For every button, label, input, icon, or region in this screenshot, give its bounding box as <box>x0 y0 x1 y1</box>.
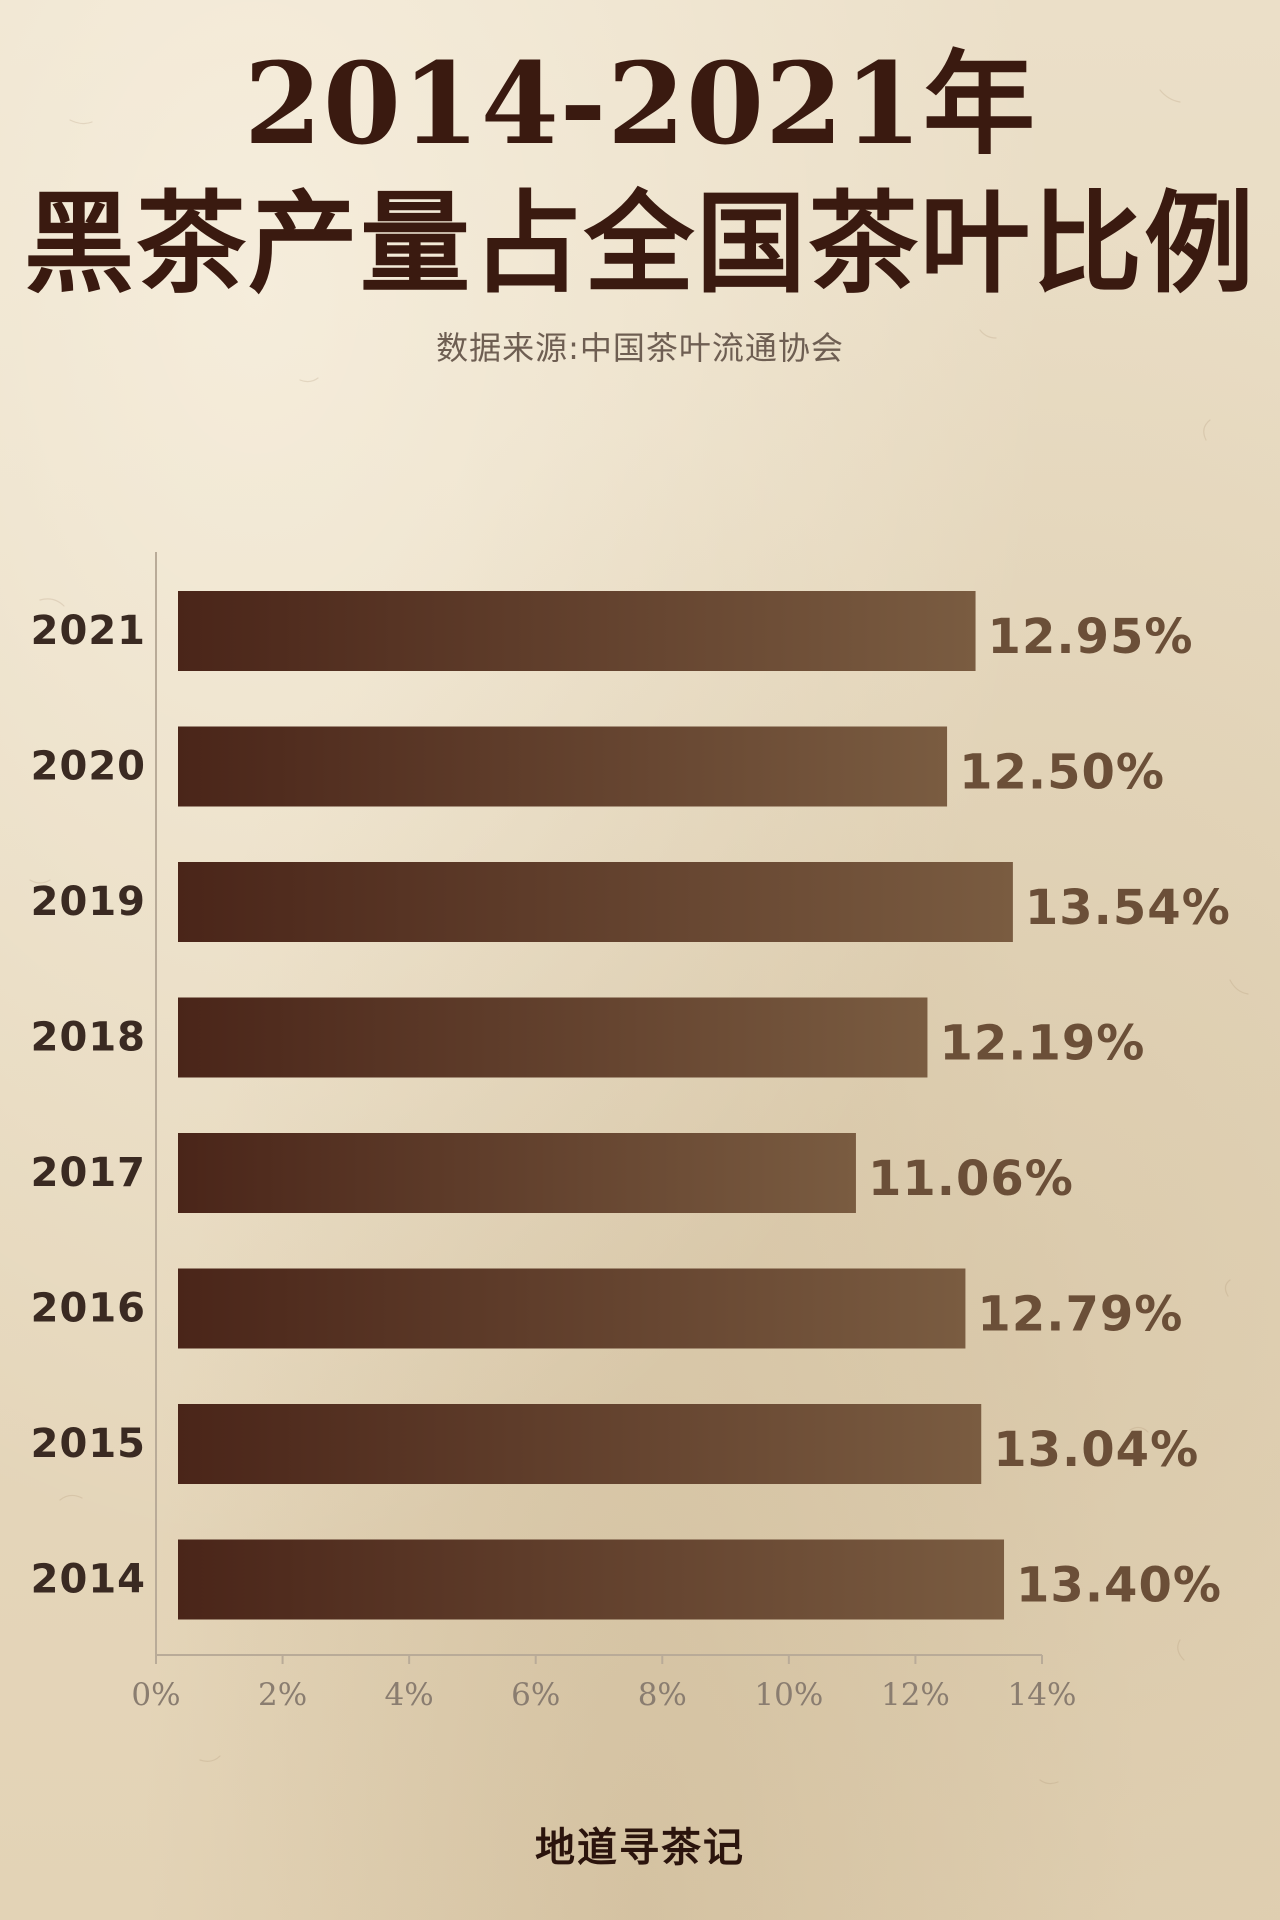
year-label-2016: 2016 <box>31 1286 146 1332</box>
bar-2018 <box>178 997 928 1078</box>
bar-2019 <box>178 862 1013 942</box>
year-label-2018: 2018 <box>31 1015 146 1061</box>
value-label-2017: 11.06% <box>868 1151 1074 1207</box>
value-label-2019: 13.54% <box>1025 880 1231 936</box>
bar-2021 <box>178 591 976 671</box>
x-tick-label: 14% <box>1008 1677 1077 1713</box>
bar-2017 <box>178 1133 856 1213</box>
bar-2014 <box>178 1539 1005 1620</box>
year-label-2019: 2019 <box>31 879 146 925</box>
x-tick-label: 6% <box>511 1677 560 1713</box>
value-label-2018: 12.19% <box>939 1016 1145 1072</box>
bar-2016 <box>178 1268 966 1349</box>
axes: 0% 2% 4% 6% 8% 10% 12% 14% <box>131 552 1076 1713</box>
x-tick-label: 0% <box>131 1677 180 1713</box>
title-line-2: 黑茶产量占全国茶叶比例 <box>24 179 1256 308</box>
year-label-2020: 2020 <box>31 744 146 790</box>
x-tick-label: 8% <box>638 1677 687 1713</box>
data-source-note: 数据来源:中国茶叶流通协会 <box>436 329 844 367</box>
x-tick-label: 10% <box>754 1677 823 1713</box>
value-label-2016: 12.79% <box>977 1287 1183 1343</box>
bar-chart: 0% 2% 4% 6% 8% 10% 12% 14% 2021 12.95% 2020 12.50%… <box>31 552 1231 1713</box>
x-tick-label: 12% <box>881 1677 950 1713</box>
value-label-2020: 12.50% <box>959 745 1165 801</box>
value-label-2015: 13.04% <box>993 1422 1199 1478</box>
title-line-1: 2014-2021年 <box>244 39 1036 170</box>
header: 2014-2021年 黑茶产量占全国茶叶比例 数据来源:中国茶叶流通协会 <box>0 40 1280 370</box>
value-label-2021: 12.95% <box>988 609 1194 665</box>
year-label-2021: 2021 <box>31 608 146 654</box>
brand-footer: 地道寻茶记 <box>535 1824 745 1871</box>
bar-2015 <box>178 1404 982 1484</box>
labels: 2021 12.95% 2020 12.50% 2019 13.54% 2018 12.19%… <box>31 608 1231 1614</box>
value-label-2014: 13.40% <box>1016 1558 1222 1614</box>
year-label-2014: 2014 <box>31 1557 146 1603</box>
bars <box>178 591 1013 1620</box>
x-tick-label: 2% <box>258 1677 307 1713</box>
bar-2020 <box>178 726 948 807</box>
year-label-2015: 2015 <box>31 1421 146 1467</box>
x-tick-label: 4% <box>385 1677 434 1713</box>
year-label-2017: 2017 <box>31 1150 146 1196</box>
